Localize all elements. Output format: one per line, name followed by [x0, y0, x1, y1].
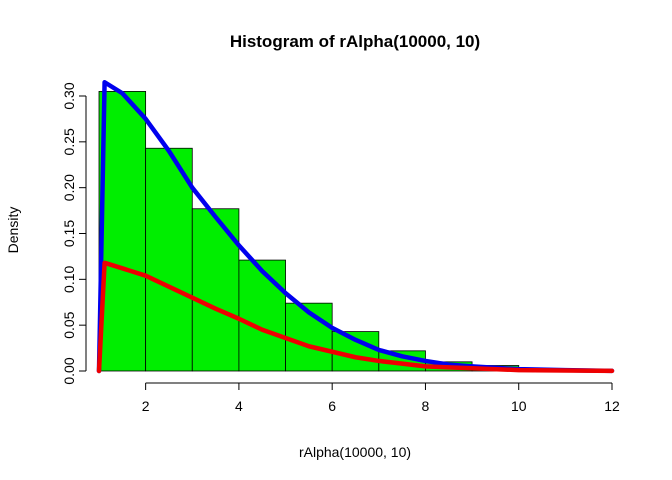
x-tick-label: 8 [422, 398, 430, 414]
x-tick-label: 2 [142, 398, 150, 414]
x-tick-label: 6 [328, 398, 336, 414]
x-tick-label: 10 [511, 398, 527, 414]
y-axis-label: Density [5, 207, 21, 254]
y-tick-label: 0.20 [61, 174, 77, 201]
histogram-bar-0 [98, 91, 147, 372]
x-tick-label: 12 [604, 398, 620, 414]
x-axis: 2 4 6 8 10 12 [142, 382, 620, 414]
x-axis-label: rAlpha(10000, 10) [299, 444, 411, 460]
chart-title: Histogram of rAlpha(10000, 10) [230, 32, 480, 51]
density-curve-1 [96, 260, 615, 374]
y-tick-label: 0.00 [61, 357, 77, 384]
histogram-bar-4 [285, 302, 333, 372]
y-tick-label: 0.05 [61, 311, 77, 338]
histogram-bar-2 [191, 208, 240, 372]
density-curves [96, 80, 615, 374]
x-tick-label: 4 [235, 398, 243, 414]
y-tick-label: 0.15 [61, 220, 77, 247]
y-axis: 0.00 0.05 0.10 0.15 0.20 0.25 0.30 [61, 82, 87, 385]
y-tick-label: 0.25 [61, 128, 77, 155]
histogram-bar-1 [145, 147, 193, 372]
y-tick-label: 0.10 [61, 265, 77, 292]
y-tick-label: 0.30 [61, 82, 77, 109]
histogram-bar-3 [238, 259, 286, 372]
